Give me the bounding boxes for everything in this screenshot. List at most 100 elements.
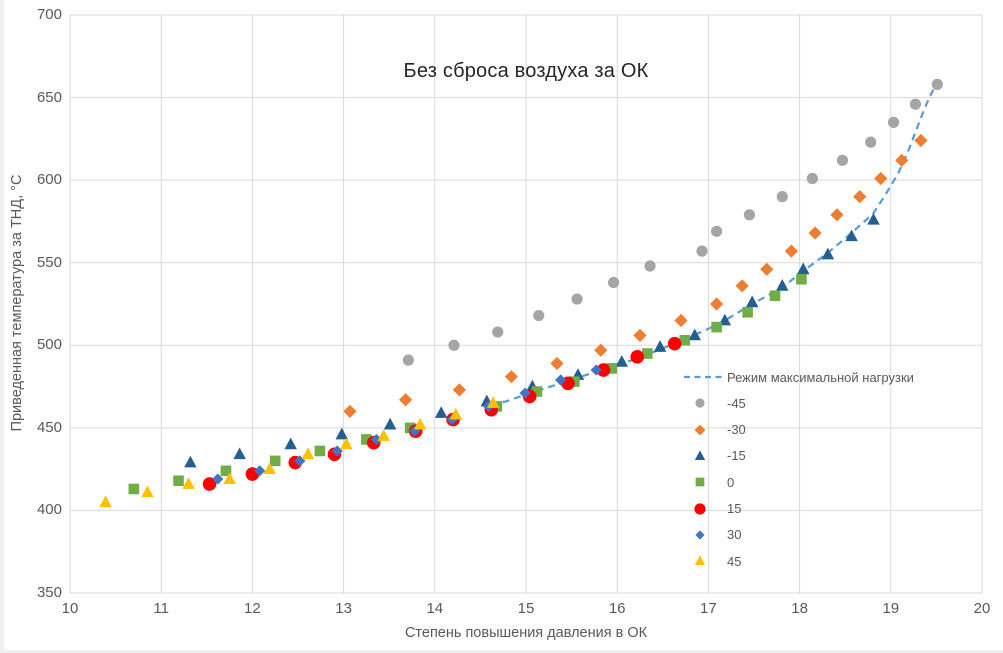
marker [383,417,397,430]
legend-item-15[interactable]: 15 [684,500,741,518]
marker [223,472,236,484]
marker [710,297,724,311]
series-30[interactable] [212,364,602,485]
marker [914,133,928,148]
marker [796,262,810,275]
x-tick-label: 10 [61,600,79,617]
legend-item--45[interactable]: -45 [684,394,746,412]
chart-title[interactable]: Без сброса воздуха за ОК [403,60,649,82]
marker [212,473,224,485]
marker [633,328,647,342]
marker [808,226,822,240]
diamond-marker-swatch [695,530,705,540]
marker [254,465,266,477]
series--30[interactable] [343,133,928,418]
x-tick-label: 17 [700,600,717,617]
marker [141,485,154,498]
marker [887,116,900,128]
series--15[interactable] [184,212,880,468]
marker [409,425,421,437]
marker [644,260,656,272]
marker [294,455,306,467]
triangle-marker-swatch [694,450,706,460]
legend-item-30[interactable]: 30 [684,526,741,544]
x-tick-label: 16 [608,600,626,617]
marker [531,386,543,397]
marker [615,355,629,367]
marker [504,370,519,384]
x-tick-label: 14 [426,600,444,617]
marker [742,306,753,318]
marker [688,328,701,341]
series-45[interactable] [99,396,500,508]
marker [377,429,390,442]
legend-item-45[interactable]: 45 [684,552,741,570]
marker [220,465,232,477]
marker [413,417,427,430]
marker [596,363,611,377]
marker [711,321,722,333]
window-edge-left [0,0,4,653]
marker [99,495,112,508]
marker [796,273,807,285]
marker [449,407,463,420]
series--45[interactable] [402,78,943,366]
window-edge-bottom [0,650,1003,653]
y-tick-label: 450 [36,418,62,436]
marker [776,279,789,291]
legend-item-label: -30 [727,422,746,438]
legend-item-label: 15 [727,501,742,516]
marker [607,276,620,289]
x-tick-label: 20 [973,600,991,617]
marker [452,383,467,397]
marker [760,262,774,276]
marker [653,340,667,352]
x-axis-label[interactable]: Степень повышения давления в ОК [404,625,648,641]
marker [867,212,880,225]
marker [550,356,564,371]
marker [674,313,688,328]
marker [184,455,197,468]
marker [331,445,343,457]
y-tick-label: 700 [36,6,62,23]
marker [448,339,460,351]
marker [769,290,781,302]
legend-item-max-load[interactable]: Режим максимальной нагрузки [684,368,914,386]
legend-item-label: -45 [727,395,746,411]
marker [370,433,383,446]
marker [845,229,858,242]
y-tick-label: 500 [36,336,62,354]
diamond-marker-swatch [694,424,706,436]
marker [263,462,276,475]
legend-item-0[interactable]: 0 [684,473,734,491]
y-axis-label[interactable]: Приведенная температура за ТНД, °C [9,174,25,432]
marker [696,245,708,257]
marker [519,387,531,399]
x-tick-label: 13 [335,600,352,617]
marker [784,244,798,258]
legend-item-label: 0 [727,474,735,490]
marker [446,414,458,426]
marker [667,336,682,351]
marker [314,445,326,457]
marker [630,350,645,364]
marker [173,475,184,487]
marker [361,434,372,445]
marker [909,98,922,110]
legend-item--30[interactable]: -30 [684,421,746,439]
marker [830,208,844,222]
marker [399,393,413,407]
legend-item-label: Режим максимальной нагрузки [727,369,914,385]
marker [402,354,414,366]
marker [806,172,818,185]
marker [492,326,504,338]
marker [202,477,217,491]
series-0[interactable] [128,273,807,495]
marker [301,447,315,460]
x-tick-label: 11 [153,600,169,617]
legend-item--15[interactable]: -15 [684,447,746,465]
legend-item-label: 45 [727,553,742,569]
y-tick-label: 550 [36,253,62,271]
